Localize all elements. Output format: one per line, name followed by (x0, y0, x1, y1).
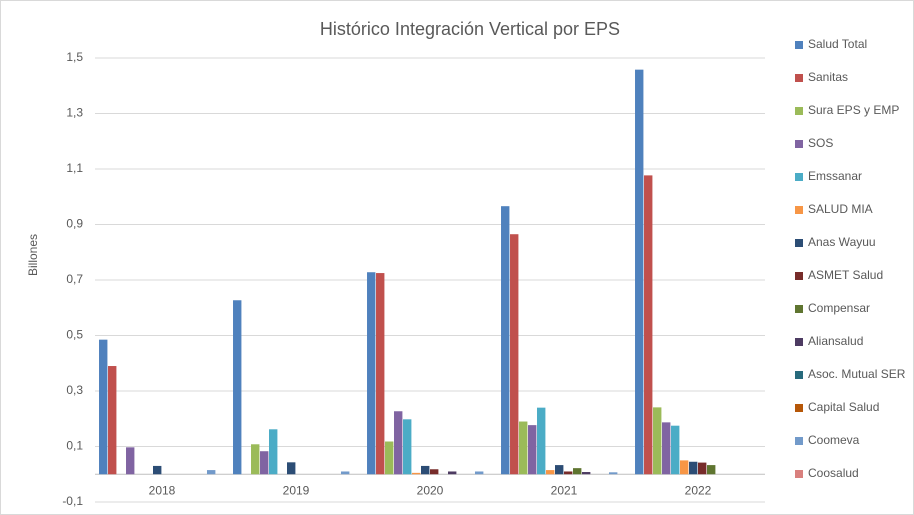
legend-swatch (795, 404, 803, 412)
legend-label: ASMET Salud (808, 268, 883, 282)
bar (644, 175, 653, 475)
legend-swatch (795, 140, 803, 148)
bar (421, 465, 430, 475)
y-tick-label: 0,7 (66, 272, 83, 286)
bar (653, 407, 662, 475)
legend-label: Sura EPS y EMP (808, 103, 899, 117)
bar (260, 451, 269, 475)
bar (340, 471, 350, 475)
y-tick-label: 0,1 (66, 439, 83, 453)
legend-swatch (795, 206, 803, 214)
x-tick-label: 2019 (283, 483, 310, 497)
legend-label: Anas Wayuu (808, 235, 876, 249)
legend-swatch (795, 371, 803, 379)
legend-swatch (795, 338, 803, 346)
bar (564, 471, 573, 475)
bar (572, 468, 582, 475)
legend-swatch (795, 107, 803, 115)
bar (412, 472, 421, 475)
x-tick-label: 2018 (149, 483, 176, 497)
bar (430, 469, 439, 475)
bar (581, 472, 591, 475)
bar (546, 470, 555, 475)
bar (528, 425, 537, 475)
legend-swatch (795, 437, 803, 445)
y-tick-label: 1,1 (66, 161, 83, 175)
legend-label: Sanitas (808, 70, 848, 84)
y-tick-label: 1,3 (66, 106, 83, 120)
legend-label: Emssanar (808, 169, 862, 183)
x-tick-label: 2020 (417, 483, 444, 497)
legend-swatch (795, 239, 803, 247)
legend-label: SOS (808, 136, 833, 150)
y-axis-label: Billones (26, 234, 40, 276)
y-tick-label: 0,9 (66, 217, 83, 231)
bar (233, 300, 242, 475)
x-tick-label: 2022 (685, 483, 712, 497)
bar (698, 462, 707, 475)
bar (662, 422, 671, 475)
legend-label: Coosalud (808, 466, 859, 480)
legend-label: Compensar (808, 301, 870, 315)
legend-label: Capital Salud (808, 400, 879, 414)
legend-label: Asoc. Mutual SER (808, 367, 906, 381)
y-tick-label: -0,1 (62, 494, 83, 508)
bar (108, 366, 117, 475)
bar (287, 462, 296, 475)
bar (608, 472, 618, 475)
bar (447, 471, 457, 475)
bar (671, 425, 680, 475)
bar (510, 234, 519, 475)
bar (99, 339, 108, 475)
bar (376, 273, 385, 475)
bar (403, 419, 412, 475)
bar (501, 206, 510, 475)
bar (206, 470, 216, 475)
bar (680, 460, 689, 475)
y-tick-label: 0,5 (66, 328, 83, 342)
bar (153, 465, 162, 475)
legend-swatch (795, 272, 803, 280)
bar (474, 471, 484, 475)
bar (251, 444, 260, 475)
legend-swatch (795, 74, 803, 82)
legend-swatch (795, 470, 803, 478)
bar (394, 411, 403, 475)
legend-swatch (795, 305, 803, 313)
legend-label: Coomeva (808, 433, 860, 447)
legend-swatch (795, 173, 803, 181)
bar (385, 441, 394, 475)
bar (519, 421, 528, 475)
chart-title: Histórico Integración Vertical por EPS (320, 19, 620, 39)
legend-label: Aliansalud (808, 334, 863, 348)
bar (367, 272, 376, 475)
legend-swatch (795, 41, 803, 49)
y-tick-label: 0,3 (66, 383, 83, 397)
bar (269, 429, 278, 475)
bar (706, 465, 716, 475)
legend-label: Salud Total (808, 37, 867, 51)
bar (555, 465, 564, 475)
bar (689, 461, 698, 475)
legend-label: SALUD MIA (808, 202, 873, 216)
bar (635, 69, 644, 475)
bar (537, 407, 546, 475)
bar (126, 447, 135, 475)
y-tick-label: 1,5 (66, 50, 83, 64)
x-tick-label: 2021 (551, 483, 578, 497)
